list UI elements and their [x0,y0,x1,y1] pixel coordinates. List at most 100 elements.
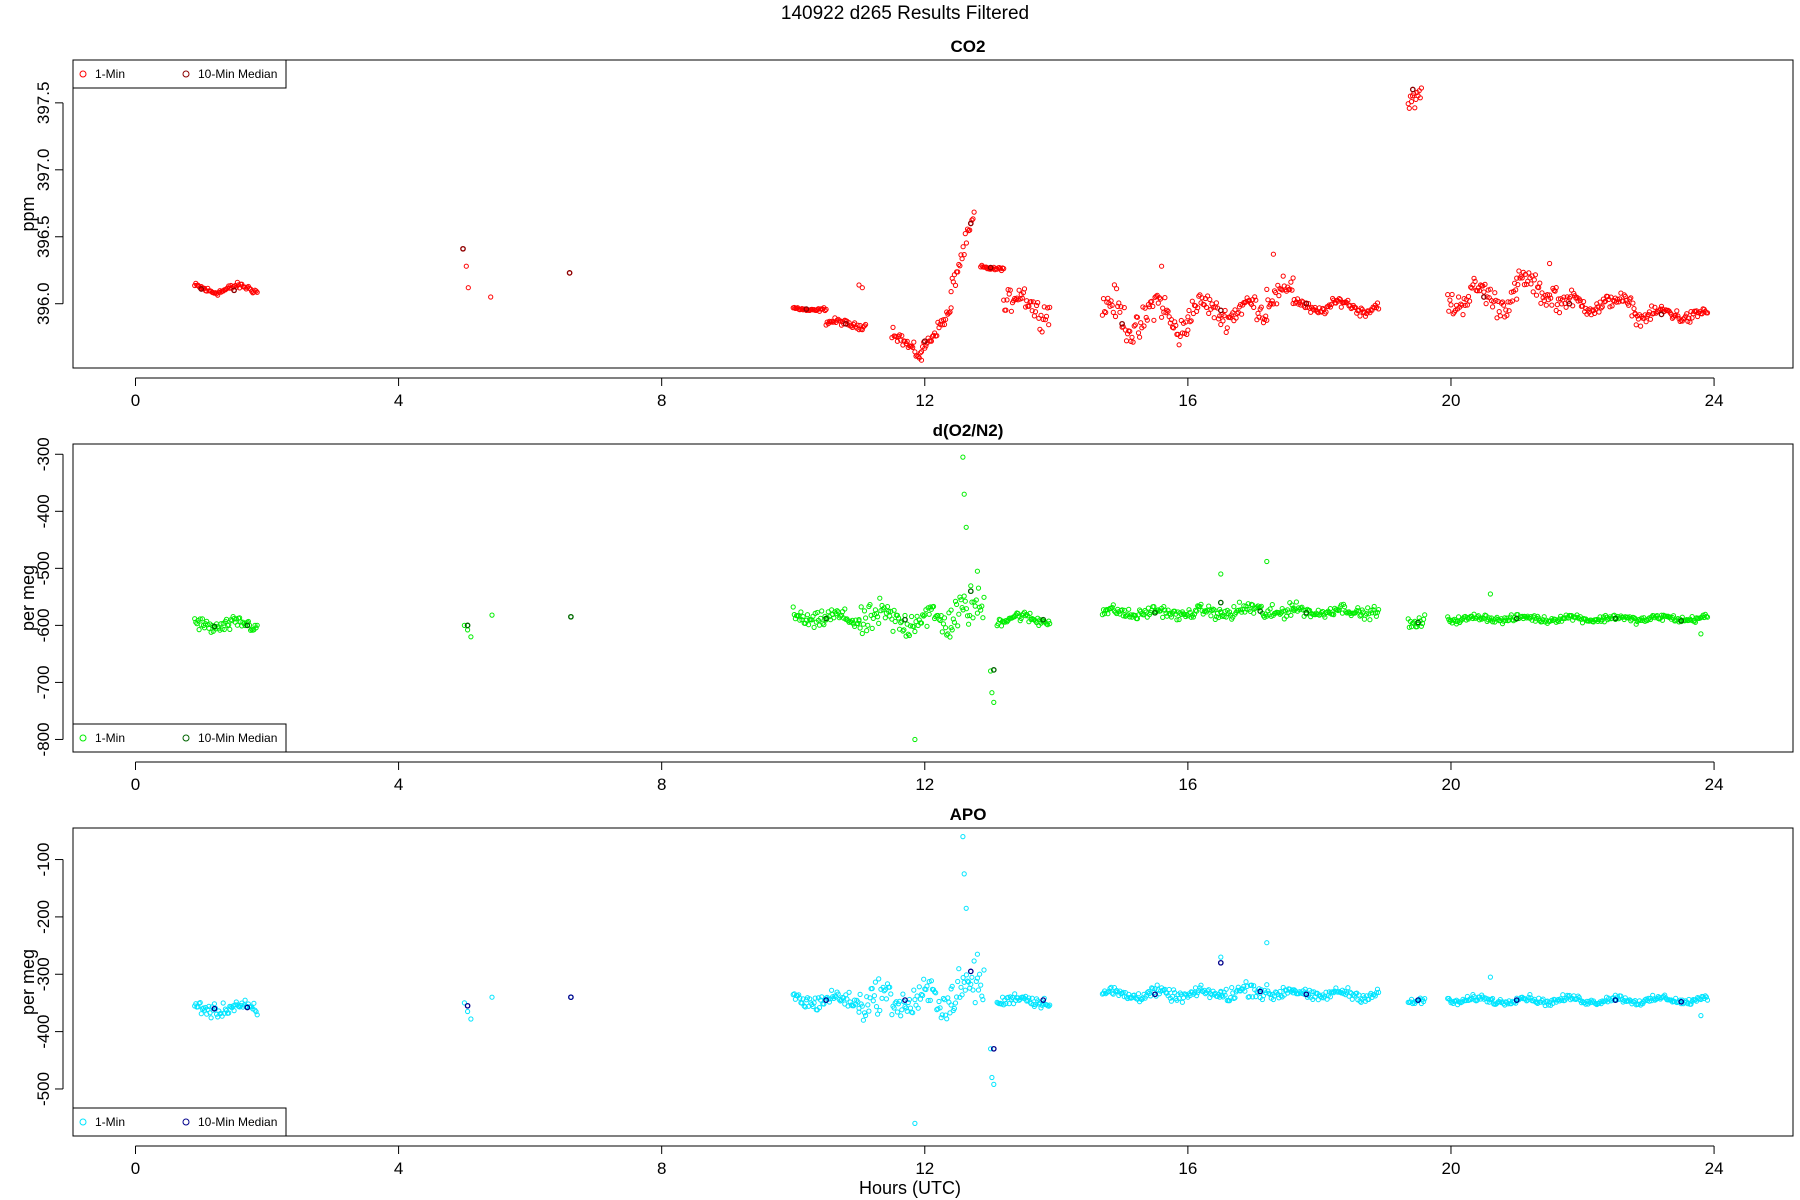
data-point-1min [1038,312,1044,318]
data-point-1min [1315,607,1321,613]
data-point-1min [857,625,863,631]
y-axis-label: ppm [18,196,38,231]
data-point-1min [1624,614,1631,620]
data-point-1min [1151,604,1157,610]
data-point-1min [1195,305,1201,311]
data-point-1min [876,620,882,627]
data-point-1min [940,621,947,627]
x-tick-label: 0 [131,775,140,794]
data-point-1min [1372,610,1378,616]
data-point-1min [1488,996,1495,1003]
data-point-1min [921,976,927,982]
data-point-1min [1418,85,1425,91]
data-point-1min [1561,294,1567,300]
data-point-1min [950,616,956,622]
data-point-1min [1376,607,1382,613]
data-point-1min [254,289,260,295]
data-point-median [1481,294,1487,300]
data-point-1min [834,608,840,614]
data-point-1min [1528,281,1534,287]
data-point-1min [991,1081,997,1088]
data-point-1min [1529,617,1535,623]
data-point-1min [1299,298,1305,304]
data-point-1min [1150,303,1156,309]
data-point-1min [1670,613,1677,619]
legend-marker-median [182,734,190,742]
data-point-1min [1357,313,1363,319]
data-point-1min [875,614,881,620]
data-point-1min [946,310,952,316]
data-point-1min [1279,606,1285,612]
data-point-1min [974,610,981,616]
data-point-1min [1657,306,1664,312]
data-point-1min [816,1005,823,1011]
data-point-1min [1277,611,1283,617]
data-point-median [1152,609,1158,616]
data-point-1min [867,602,873,608]
data-point-1min [1355,605,1361,611]
data-point-1min [1408,99,1415,105]
data-point-1min [950,279,956,285]
data-point-1min [1176,342,1182,348]
data-point-1min [791,304,797,311]
data-point-1min [1218,571,1224,577]
data-point-1min [204,618,210,625]
data-point-1min [1034,302,1040,309]
data-point-1min [1320,305,1326,312]
data-point-1min [939,322,945,328]
data-point-1min [1362,313,1369,319]
y-tick-label: -300 [34,957,53,991]
data-point-1min [1223,329,1229,335]
data-point-1min [1497,313,1503,319]
data-point-1min [1222,992,1228,998]
data-point-1min [1509,298,1516,304]
data-point-1min [1130,339,1136,345]
data-point-1min [1421,998,1427,1005]
data-point-1min [1047,1002,1053,1008]
data-point-1min [827,319,834,325]
data-point-median [460,245,466,252]
data-point-1min [1627,296,1633,302]
data-point-1min [227,626,233,633]
panel-title: CO2 [951,37,986,56]
data-point-1min [859,630,865,637]
data-point-1min [904,338,910,344]
data-point-1min [1478,615,1484,621]
data-point-1min [1110,309,1116,315]
data-point-1min [964,613,971,619]
data-point-1min [1228,315,1234,321]
data-point-median [1513,615,1520,622]
data-point-1min [1412,618,1418,625]
data-point-median [1257,988,1264,995]
data-point-1min [1288,612,1294,618]
data-point-1min [966,621,972,627]
x-tick-label: 16 [1178,391,1197,410]
series-median [211,959,1685,1052]
data-point-1min [1109,604,1115,611]
plot-frame [72,59,1794,369]
x-tick-label: 0 [131,391,140,410]
data-point-1min [1218,954,1224,960]
data-point-1min [1028,299,1034,305]
data-point-1min [1269,298,1275,304]
data-point-1min [1252,294,1258,300]
data-point-1min [974,975,981,981]
data-point-1min [844,996,850,1002]
data-point-1min [861,608,868,614]
data-point-1min [1221,313,1227,319]
data-point-1min [1376,989,1382,996]
data-point-1min [1127,328,1133,334]
data-point-1min [1464,302,1471,308]
data-point-1min [1593,1001,1599,1007]
data-point-1min [1122,327,1129,333]
data-point-1min [1211,315,1217,321]
data-point-1min [219,626,225,632]
data-point-1min [1293,599,1300,605]
data-point-1min [869,625,875,632]
data-point-1min [926,611,932,617]
data-point-1min [1151,317,1157,323]
data-point-1min [969,217,975,223]
data-point-1min [948,986,954,992]
data-point-1min [835,991,841,997]
data-point-1min [1152,986,1158,992]
